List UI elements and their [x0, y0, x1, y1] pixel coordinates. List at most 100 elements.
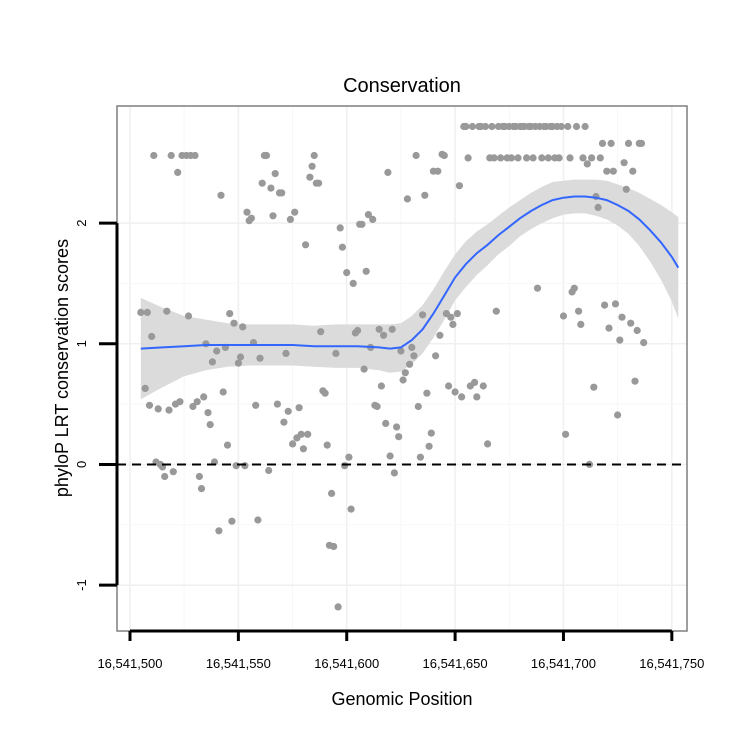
data-point	[403, 195, 411, 203]
data-point	[252, 401, 260, 409]
data-point	[557, 122, 565, 131]
data-point	[451, 388, 459, 396]
data-point	[390, 469, 398, 477]
data-point	[334, 603, 342, 611]
y-axis-title: phyloP LRT conservation scores	[52, 239, 72, 497]
data-point	[165, 406, 173, 414]
data-point	[321, 389, 329, 397]
data-point	[213, 347, 221, 355]
data-point	[622, 185, 630, 193]
data-point	[217, 191, 225, 199]
data-point	[377, 382, 385, 390]
data-point	[204, 409, 212, 417]
data-point	[380, 331, 388, 339]
x-tick-label: 16,541,500	[97, 656, 162, 671]
data-point	[406, 360, 414, 368]
data-point	[315, 179, 323, 187]
data-point	[566, 154, 574, 162]
data-point	[310, 151, 318, 160]
data-point	[388, 325, 396, 333]
data-point	[481, 122, 489, 131]
data-point	[473, 393, 481, 401]
data-point	[347, 505, 355, 513]
data-point	[434, 167, 442, 175]
data-point	[291, 208, 299, 216]
data-point	[384, 168, 392, 176]
data-point	[627, 319, 635, 327]
data-point	[273, 400, 281, 408]
data-point	[575, 307, 583, 315]
chart-title: Conservation	[343, 75, 461, 97]
data-point	[295, 404, 303, 412]
data-point	[223, 441, 232, 449]
data-point	[197, 485, 206, 493]
data-point	[538, 154, 546, 162]
data-point	[490, 154, 498, 162]
data-point	[328, 489, 336, 497]
data-point	[529, 154, 537, 162]
data-point	[345, 453, 353, 461]
data-point	[590, 383, 598, 391]
data-point	[364, 211, 372, 219]
y-tick-label: 1	[74, 340, 89, 347]
data-point	[484, 440, 492, 448]
data-point	[208, 358, 216, 366]
data-point	[464, 154, 472, 162]
data-point	[514, 154, 522, 162]
data-point	[583, 160, 591, 168]
data-point	[614, 411, 622, 419]
data-point	[588, 154, 596, 162]
y-axis: -1 0 1 2	[74, 219, 119, 591]
data-point	[492, 307, 500, 315]
data-point	[544, 154, 552, 162]
data-point	[598, 139, 607, 147]
data-point	[280, 418, 288, 426]
data-point	[609, 167, 617, 175]
data-point	[393, 423, 401, 431]
data-point	[254, 516, 262, 524]
data-point	[236, 353, 245, 361]
data-point	[479, 382, 487, 390]
data-point	[306, 173, 314, 181]
data-point	[232, 462, 240, 470]
data-point	[395, 433, 403, 441]
data-point	[369, 215, 377, 223]
data-point	[200, 393, 208, 401]
data-point	[410, 352, 418, 360]
data-point	[373, 402, 381, 411]
data-point	[432, 352, 440, 360]
data-point	[497, 154, 505, 162]
data-point	[176, 398, 184, 406]
data-point	[234, 359, 242, 367]
data-point	[354, 326, 362, 335]
smooth-curve	[140, 195, 680, 350]
data-point	[265, 466, 273, 475]
data-point	[141, 384, 149, 392]
data-point	[228, 517, 236, 525]
x-axis: 16,541,500 16,541,550 16,541,600 16,541,650…	[97, 629, 704, 671]
data-point	[317, 328, 325, 336]
data-point	[302, 241, 310, 249]
data-point	[243, 208, 251, 216]
data-point	[163, 307, 171, 315]
data-point	[425, 442, 433, 450]
x-tick-label: 16,541,650	[423, 656, 488, 671]
data-point	[605, 324, 613, 332]
smooth-line	[140, 195, 680, 350]
data-point	[397, 347, 405, 355]
data-point	[308, 162, 316, 170]
data-point	[449, 320, 457, 328]
data-point	[145, 401, 154, 409]
data-point	[440, 151, 448, 160]
data-point	[360, 365, 368, 373]
x-tick-label: 16,541,550	[206, 656, 271, 671]
data-point	[256, 354, 264, 362]
data-point	[618, 313, 626, 321]
data-point	[258, 179, 266, 187]
data-point	[338, 243, 346, 251]
data-point	[421, 191, 429, 199]
data-point	[189, 402, 197, 411]
data-point	[399, 376, 407, 384]
